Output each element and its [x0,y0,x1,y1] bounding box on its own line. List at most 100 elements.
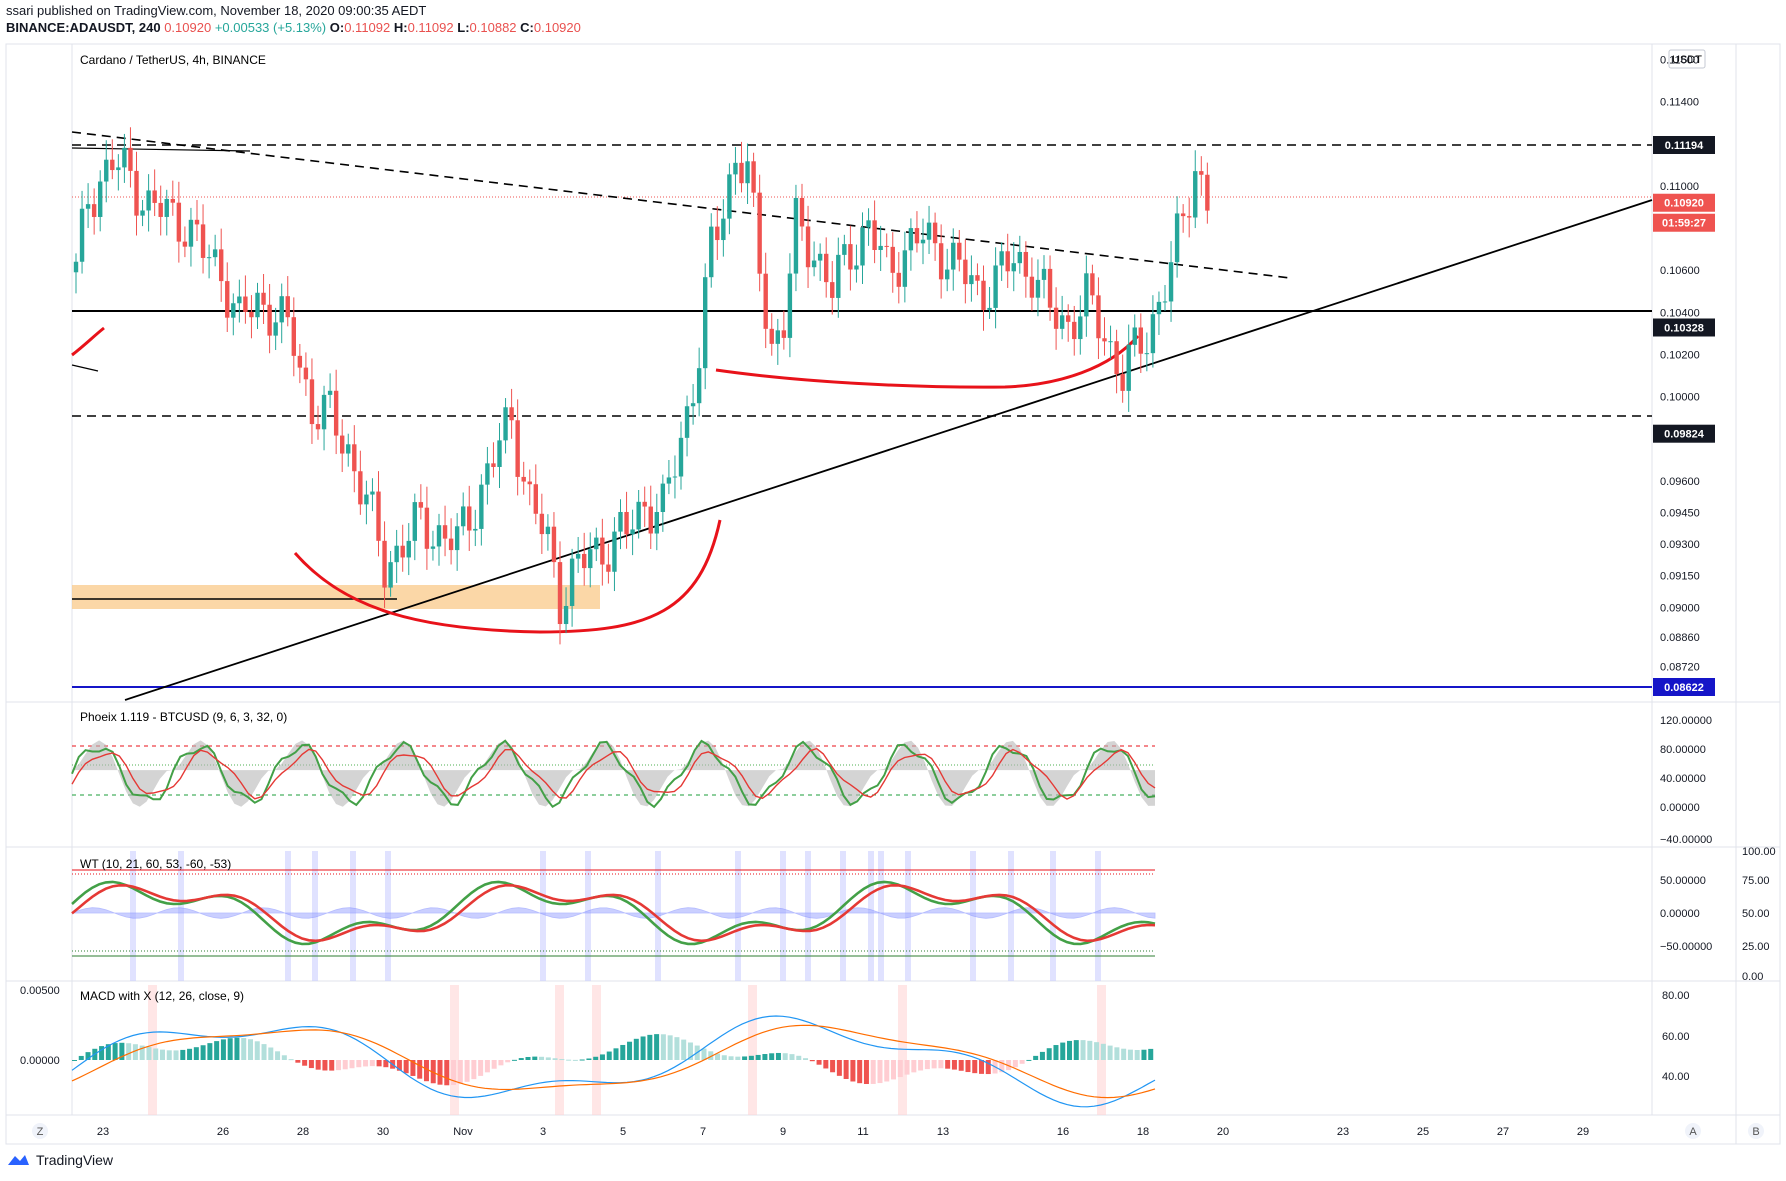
candle-body-149 [975,275,980,281]
wt-band-4 [350,851,356,981]
macd-bar-75 [579,1059,585,1061]
macd-bar-88 [667,1035,673,1060]
time-tick-4: Nov [453,1126,473,1138]
candle-body-116 [775,330,780,344]
candle-body-97 [660,483,666,512]
macd-bar-66 [518,1058,524,1060]
macd-bar-82 [627,1041,633,1060]
candle-body-187 [1205,174,1210,211]
price-tick-3: 0.10600 [1660,265,1700,277]
candle-body-166 [1078,316,1083,340]
macd-bar-152 [1100,1043,1106,1060]
candle-body-114 [763,273,768,329]
time-tick-2: 28 [297,1126,309,1138]
candle-body-23 [212,249,218,258]
time-tick-16: 27 [1497,1126,1509,1138]
low-label: L: [457,20,470,35]
candle-body-152 [993,265,998,308]
macd-bar-124 [911,1060,917,1073]
candle-body-61 [442,525,448,539]
candle-body-1 [79,208,85,262]
candle-body-115 [769,328,774,344]
macd-bar-73 [566,1059,572,1061]
price-label-1: 0.10920 [1664,198,1704,210]
macd-bar-10 [139,1045,145,1060]
macd-bar-158 [1141,1049,1147,1060]
macd-bar-83 [633,1038,639,1060]
candle-body-137 [902,250,908,287]
candle-body-169 [1096,295,1101,339]
price-tick-11: 0.09000 [1660,602,1700,614]
a-button[interactable] [1685,1123,1701,1139]
candle-body-20 [194,219,200,225]
macd-bar-44 [369,1060,375,1067]
macd-bar-8 [126,1043,132,1060]
macd-bar-86 [654,1034,660,1060]
candle-body-14 [158,202,163,217]
macd-bar-9 [132,1044,138,1060]
macd-bar-34 [302,1060,308,1066]
candle-body-131 [866,220,871,228]
price-tick-8: 0.09450 [1660,508,1700,520]
candle-body-46 [352,444,357,472]
candle-body-28 [243,296,248,312]
candle-body-180 [1162,301,1168,303]
candle-body-44 [340,435,345,454]
macd-bar-129 [945,1060,951,1069]
price-axis: 0.11600 0.11400 0.11000 0.10600 0.10400 0.102… [1660,54,1700,673]
price-label-bg-5 [1653,678,1715,696]
candle-body-2 [85,204,91,209]
macd-bar-76 [586,1058,592,1060]
candle-body-144 [945,269,950,280]
macd-bar-0 [72,1060,77,1061]
price-labels: 0.11194 0.10920 01:59:27 0.10328 0.09824 0.08… [1653,136,1715,696]
candle-body-42 [327,390,333,395]
macd-band-2 [555,985,564,1115]
macd-bar-29 [268,1047,274,1060]
candle-body-71 [503,407,508,441]
candle-body-57 [418,502,424,508]
candle-body-170 [1102,338,1107,342]
macd-bar-118 [870,1060,876,1084]
macd-bar-143 [1039,1051,1045,1060]
wt-band-14 [878,851,884,981]
macd-bar-99 [742,1056,748,1060]
z-button[interactable] [32,1123,48,1139]
macd-bar-155 [1121,1048,1127,1060]
price-label-2: 01:59:27 [1662,218,1706,230]
z-button-label: Z [37,1126,44,1138]
time-tick-15: 25 [1417,1126,1429,1138]
candle-body-127 [842,244,847,255]
candle-body-150 [981,280,986,310]
time-tick-9: 11 [857,1126,868,1138]
price-label-bg-0 [1653,136,1715,154]
candle-body-164 [1066,315,1071,322]
candle-body-93 [636,501,641,530]
macd-bar-159 [1148,1048,1154,1060]
candle-body-142 [932,222,938,244]
axis-buttons[interactable]: Z A B [32,1123,1764,1139]
candle-body-70 [497,440,502,467]
macd-bar-130 [951,1060,957,1070]
wt-band-2 [285,851,291,981]
macd-bar-107 [796,1055,802,1060]
tradingview-logo[interactable]: TradingView [6,1152,113,1168]
macd-bar-51 [417,1060,423,1079]
candle-body-184 [1187,216,1192,218]
time-tick-11: 16 [1057,1126,1069,1138]
candle-body-60 [436,525,442,547]
phoeix-title: Phoeix 1.119 - BTCUSD (9, 6, 3, 32, 0) [80,710,287,724]
candle-body-102 [690,403,696,407]
b-button[interactable] [1748,1123,1764,1139]
macd-bar-128 [938,1060,944,1069]
candle-body-5 [104,159,109,182]
frame [5,43,1781,1145]
macd-tick-2: 40.00 [1662,1071,1690,1083]
macd-bar-80 [613,1048,619,1060]
candle-body-50 [376,491,381,541]
candle-body-156 [1017,251,1022,264]
candle-body-41 [321,394,327,430]
candle-body-81 [563,605,569,625]
macd-bar-37 [322,1060,328,1071]
